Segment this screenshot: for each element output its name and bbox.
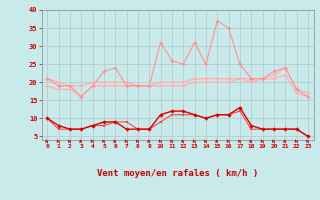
X-axis label: Vent moyen/en rafales ( km/h ): Vent moyen/en rafales ( km/h ) — [97, 169, 258, 178]
